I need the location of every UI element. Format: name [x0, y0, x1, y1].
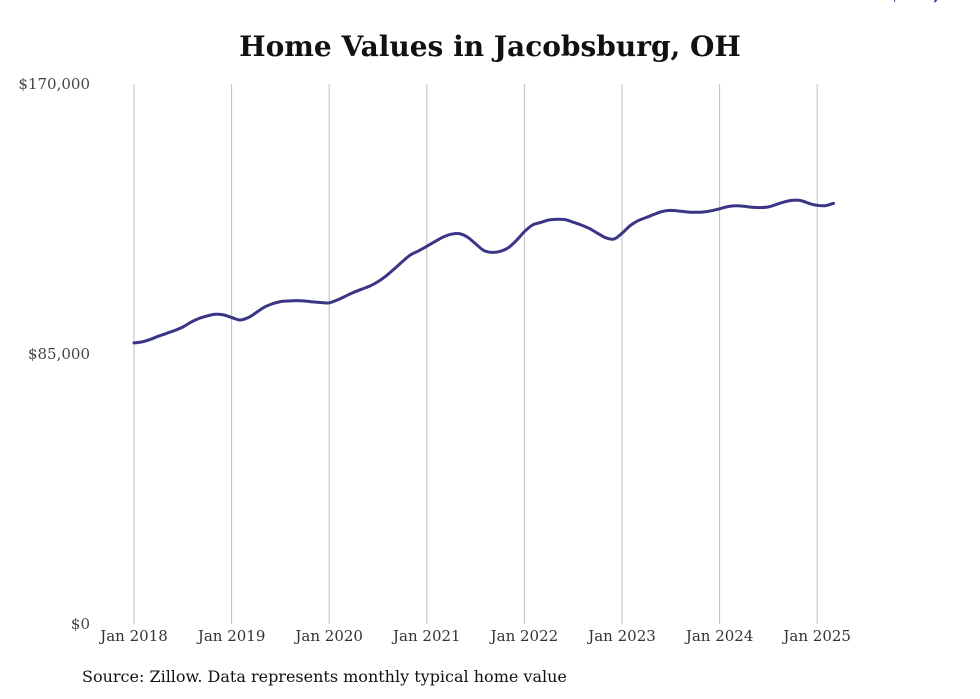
x-tick-label: Jan 2021 [391, 627, 461, 645]
x-tick-label: Jan 2024 [684, 627, 754, 645]
x-tick-label: Jan 2019 [196, 627, 266, 645]
end-value-label: $132,762 [889, 0, 973, 4]
source-note: Source: Zillow. Data represents monthly … [82, 667, 567, 686]
series-layer [132, 198, 835, 345]
x-tick-label: Jan 2025 [781, 627, 851, 645]
y-tick-label: $85,000 [28, 345, 90, 363]
chart-title: Home Values in Jacobsburg, OH [239, 30, 741, 63]
x-tick-label: Jan 2020 [293, 627, 363, 645]
x-tick-label: Jan 2023 [586, 627, 656, 645]
label-layer: $132,762 [889, 0, 973, 4]
x-axis-ticks: Jan 2018 Jan 2019 Jan 2020 Jan 2021 Jan 2022… [98, 627, 851, 645]
y-tick-label: $170,000 [18, 75, 90, 93]
y-axis-ticks: $0 $85,000 $170,000 [18, 75, 90, 633]
x-tick-label: Jan 2022 [489, 627, 559, 645]
y-tick-label: $0 [71, 615, 90, 633]
home-value-series-line [132, 198, 835, 345]
grid-lines [133, 84, 818, 624]
x-tick-label: Jan 2018 [98, 627, 168, 645]
